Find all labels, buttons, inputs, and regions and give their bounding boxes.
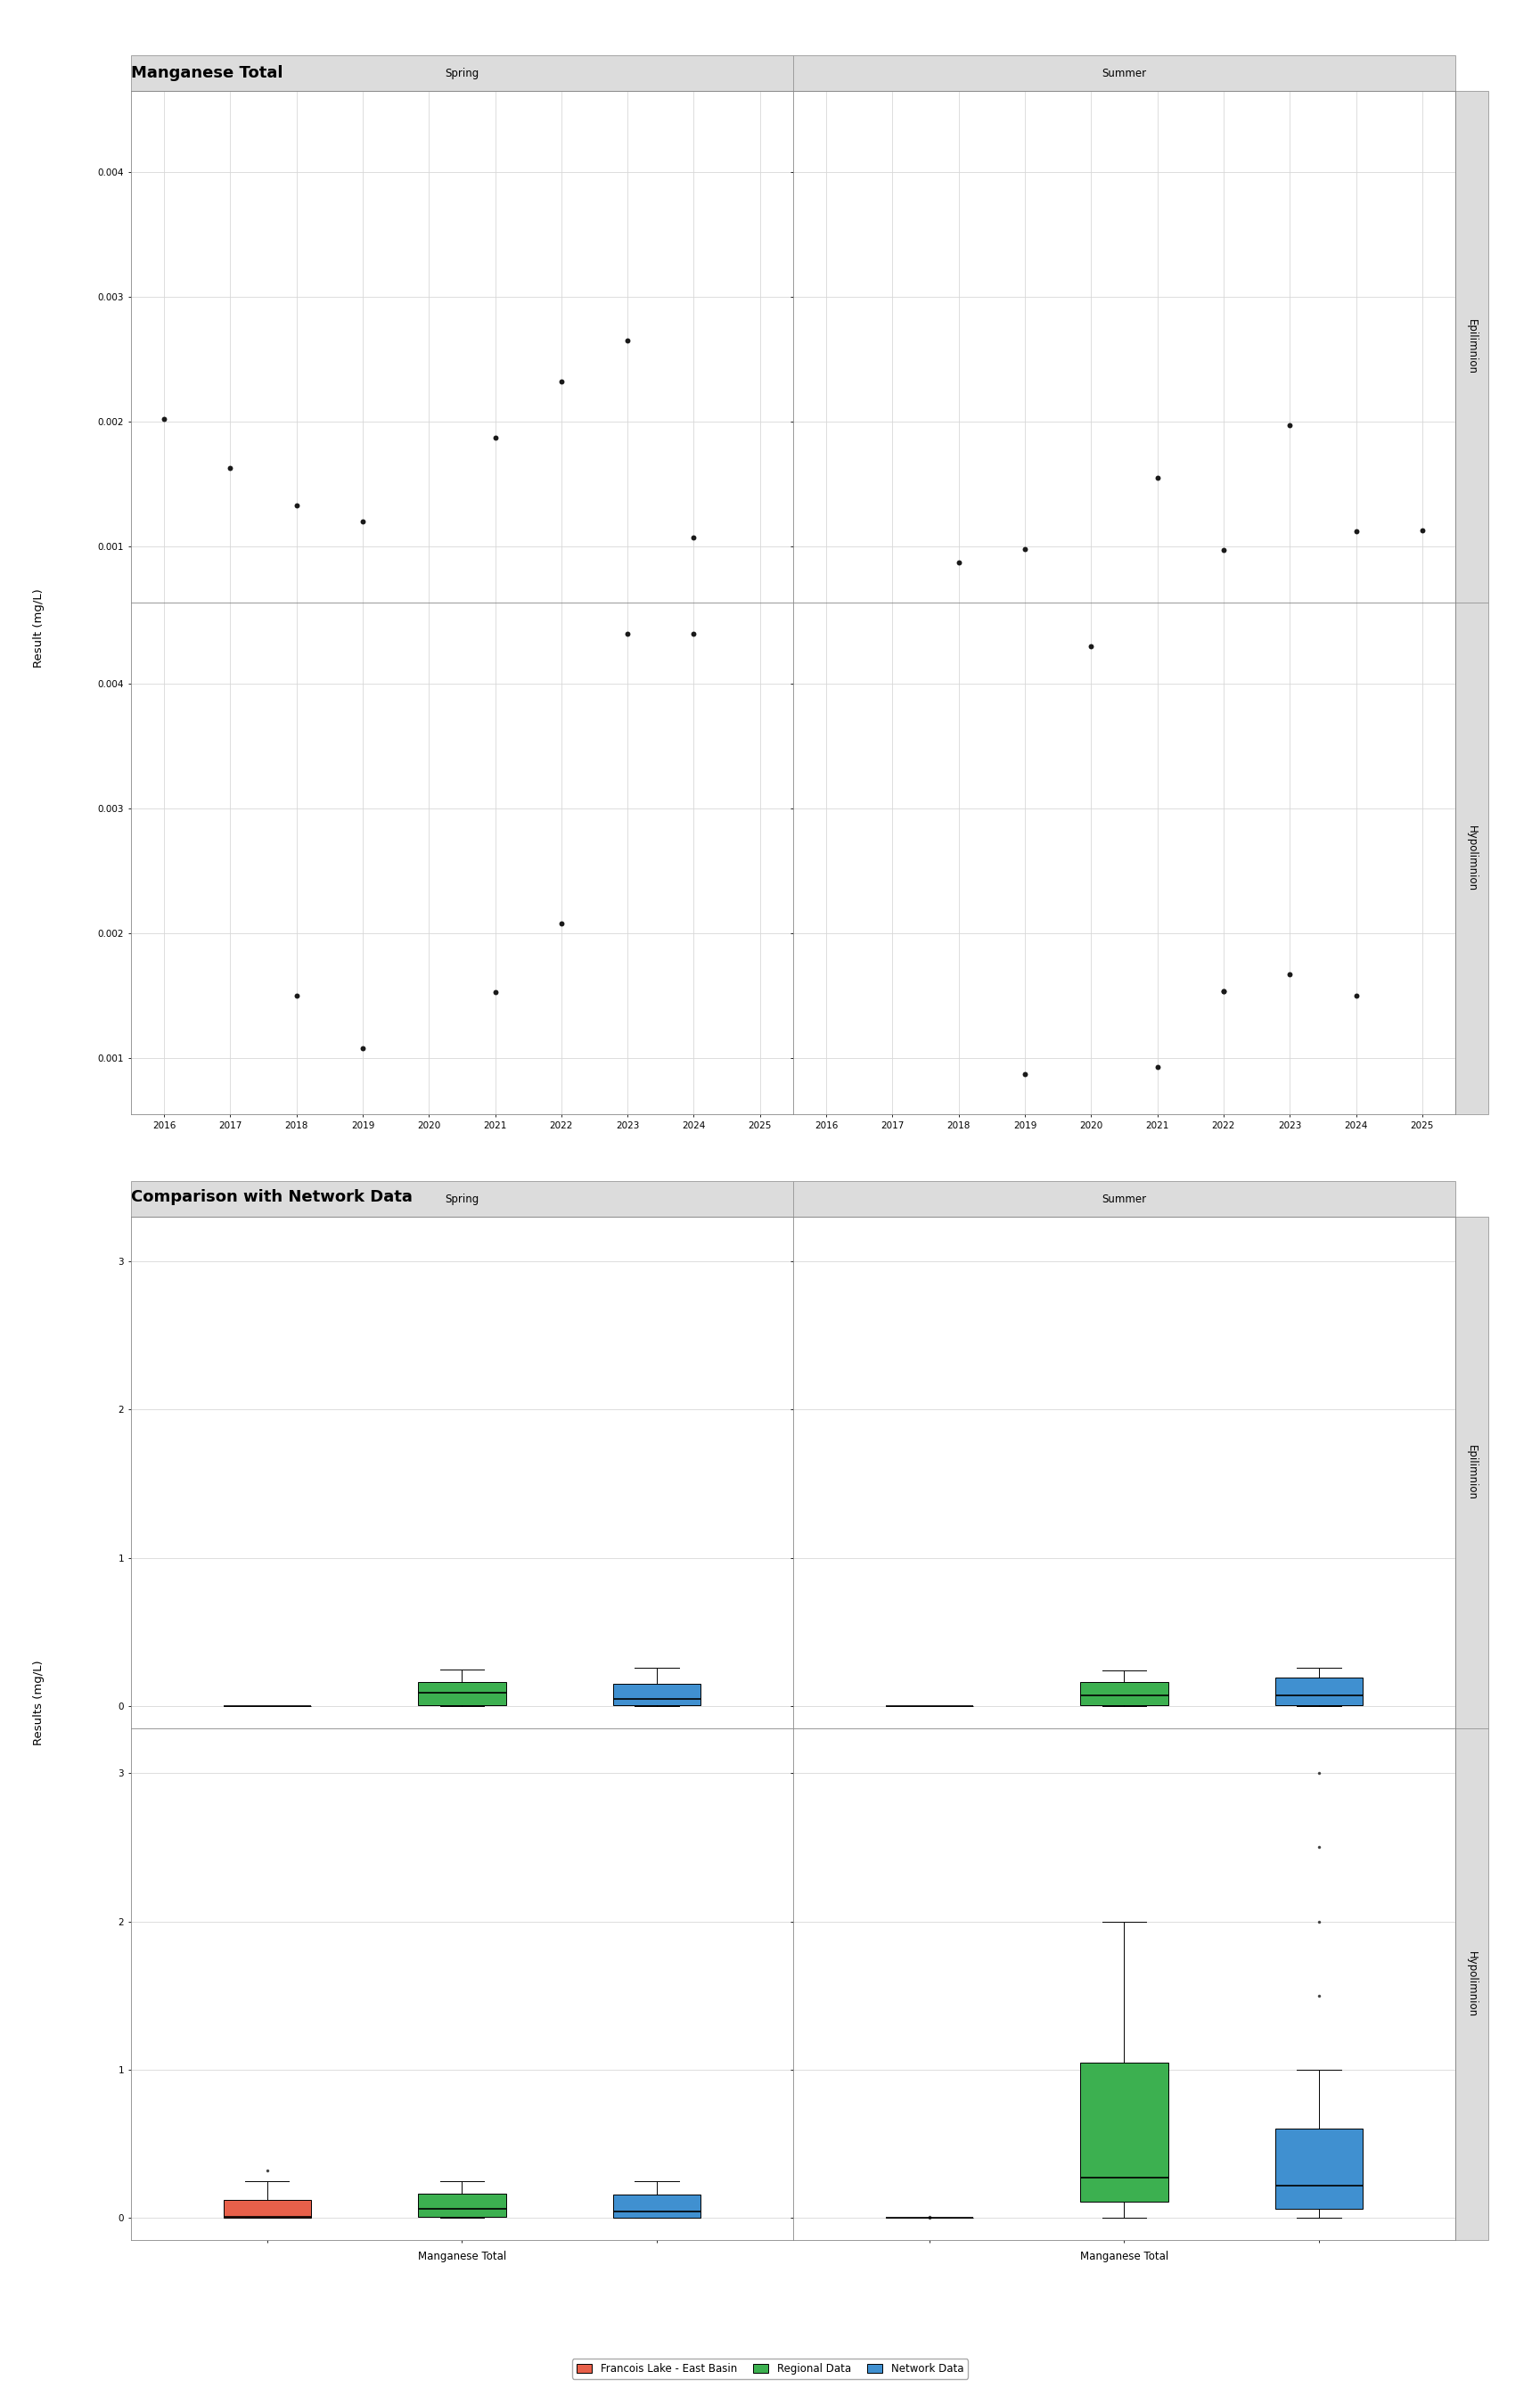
Point [1344, 513, 1369, 551]
Text: Manganese Total: Manganese Total [131, 65, 283, 81]
Point [351, 503, 376, 541]
Point [1278, 407, 1303, 446]
PathPatch shape [1081, 2063, 1167, 2202]
Bar [1455, 604, 1488, 1114]
X-axis label: Manganese Total: Manganese Total [1080, 2250, 1169, 2262]
PathPatch shape [419, 1682, 505, 1706]
Point [548, 903, 573, 942]
Text: Epilimnion: Epilimnion [1466, 1445, 1478, 1500]
Point [1080, 628, 1104, 666]
Text: Summer: Summer [1101, 1193, 1147, 1205]
Point [1212, 973, 1237, 1011]
Bar [131, 55, 793, 91]
Point [351, 1030, 376, 1069]
X-axis label: Manganese Total: Manganese Total [417, 2250, 507, 2262]
Legend: Francois Lake - East Basin, Regional Data, Network Data: Francois Lake - East Basin, Regional Dat… [571, 2358, 969, 2379]
Text: Results (mg/L): Results (mg/L) [32, 1660, 45, 1747]
Text: Hypolimnion: Hypolimnion [1466, 827, 1478, 891]
PathPatch shape [613, 2195, 701, 2216]
Point [285, 978, 310, 1016]
Text: Summer: Summer [1101, 67, 1147, 79]
Bar [793, 55, 1455, 91]
Text: Comparison with Network Data: Comparison with Network Data [131, 1188, 413, 1205]
PathPatch shape [613, 1684, 701, 1706]
Point [219, 448, 243, 486]
Point [616, 321, 641, 359]
Point [482, 973, 507, 1011]
Text: Result (mg/L): Result (mg/L) [32, 589, 45, 668]
Bar [793, 1181, 1455, 1217]
Text: Epilimnion: Epilimnion [1466, 319, 1478, 374]
Point [1146, 1047, 1170, 1085]
Bar [1455, 1217, 1488, 1728]
Point [1278, 956, 1303, 994]
Point [682, 616, 707, 654]
PathPatch shape [1081, 1682, 1167, 1706]
PathPatch shape [419, 2195, 505, 2216]
Text: Hypolimnion: Hypolimnion [1466, 1950, 1478, 2017]
Point [285, 486, 310, 525]
Point [1212, 973, 1237, 1011]
PathPatch shape [1275, 1677, 1363, 1706]
Point [1013, 530, 1038, 568]
Point [548, 362, 573, 400]
PathPatch shape [1275, 2130, 1363, 2209]
Point [1411, 510, 1435, 549]
Text: Spring: Spring [445, 67, 479, 79]
Point [1212, 532, 1237, 570]
Bar [1455, 91, 1488, 604]
Point [947, 544, 972, 582]
Point [1013, 1054, 1038, 1093]
Point [152, 400, 177, 438]
Point [482, 419, 507, 458]
Point [682, 518, 707, 556]
PathPatch shape [223, 2200, 311, 2219]
Point [1344, 978, 1369, 1016]
Point [616, 616, 641, 654]
Text: Spring: Spring [445, 1193, 479, 1205]
Bar [131, 1181, 793, 1217]
Bar [1455, 1728, 1488, 2240]
Point [1146, 458, 1170, 496]
